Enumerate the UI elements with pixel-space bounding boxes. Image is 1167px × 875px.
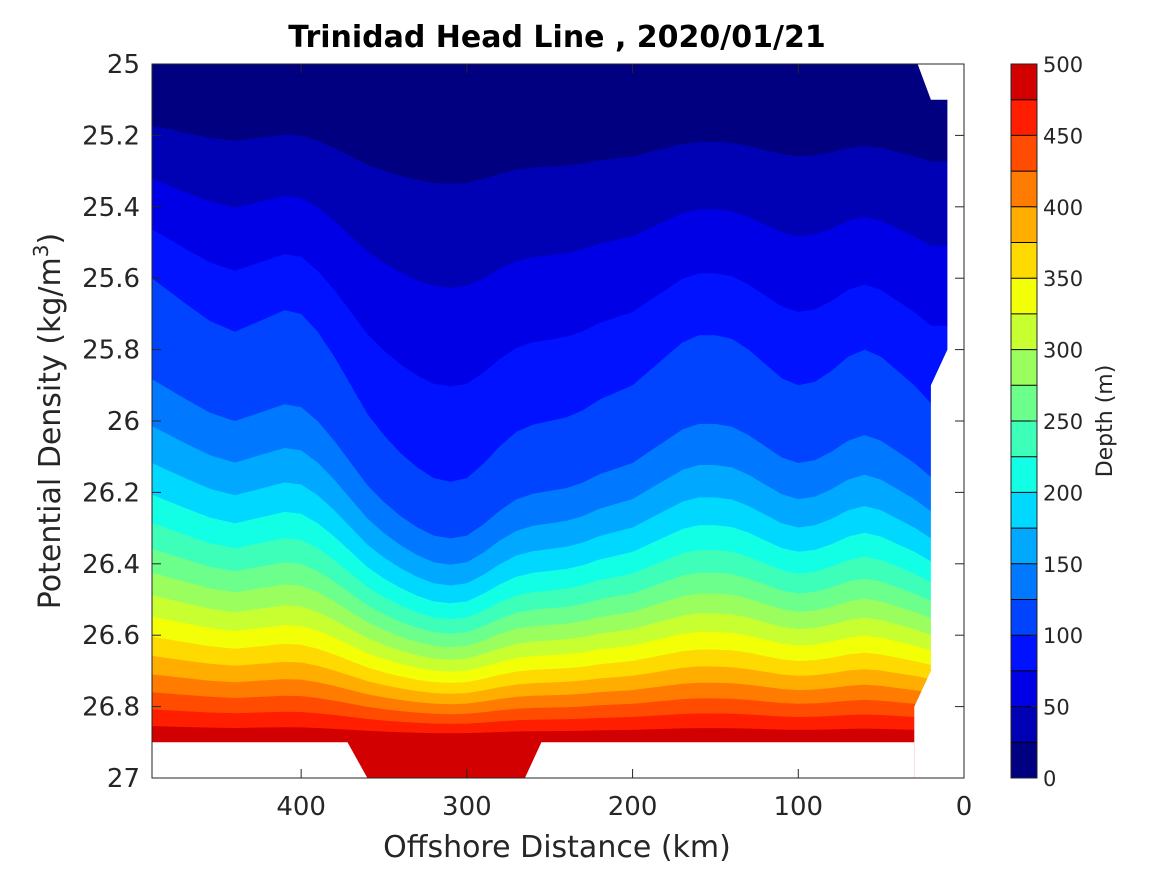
y-tick-label: 26.2 (82, 478, 140, 508)
x-tick-label: 300 (442, 792, 492, 822)
y-tick-label: 25.8 (82, 336, 140, 366)
colorbar-tick-label: 300 (1043, 339, 1083, 363)
y-tick-label: 25 (107, 50, 140, 80)
chart-title: Trinidad Head Line , 2020/01/21 (288, 20, 825, 55)
x-tick-label: 200 (608, 792, 658, 822)
colorbar-swatch (1011, 456, 1037, 493)
y-tick-label: 25.6 (82, 264, 140, 294)
colorbar-swatch (1011, 670, 1037, 708)
colorbar-swatch (1011, 706, 1037, 743)
colorbar-swatch (1011, 99, 1037, 136)
colorbar-tick-label: 250 (1043, 410, 1083, 434)
colorbar-tick-label: 400 (1043, 196, 1083, 220)
svg-text:Potential Density (kg/m3): Potential Density (kg/m3) (29, 233, 68, 609)
y-tick-label: 26.6 (82, 621, 140, 651)
colorbar-swatch (1011, 135, 1037, 172)
contour-fill-group (152, 64, 964, 778)
y-tick-label: 25.4 (82, 193, 140, 223)
no-data-mask (524, 742, 915, 778)
colorbar-tick-label: 150 (1043, 553, 1083, 577)
colorbar-tick-label: 200 (1043, 481, 1083, 505)
colorbar-swatch (1011, 206, 1037, 243)
x-axis: 400 300 200 100 0 (276, 64, 972, 822)
y-axis-label-superscript: 3 (29, 244, 53, 257)
colorbar-swatch (1011, 278, 1037, 315)
y-tick-label: 25.2 (82, 121, 140, 151)
colorbar-tick-label: 500 (1043, 53, 1083, 77)
colorbar-swatch (1011, 742, 1037, 779)
x-tick-label: 0 (956, 792, 973, 822)
colorbar-swatch (1011, 421, 1037, 458)
colorbar-tick-label: 100 (1043, 624, 1083, 648)
no-data-mask (152, 742, 368, 778)
y-axis: 25 25.2 25.4 25.6 25.8 26 26.2 26.4 26.6 26.8 27 (82, 50, 964, 794)
colorbar-swatch (1011, 171, 1037, 208)
y-axis-label-close: ) (33, 233, 68, 245)
colorbar-swatch (1011, 528, 1037, 565)
no-data-mask (914, 64, 964, 778)
x-tick-label: 100 (773, 792, 823, 822)
y-axis-label-group: Potential Density (kg/m3) (29, 233, 68, 609)
colorbar-tick-label: 450 (1043, 124, 1083, 148)
colorbar-tick-label: 50 (1043, 696, 1070, 720)
x-axis-label: Offshore Distance (km) (383, 830, 731, 865)
colorbar-swatch (1011, 385, 1037, 422)
no-data-masks (152, 64, 964, 778)
colorbar-swatch (1011, 563, 1037, 600)
colorbar-label: Depth (m) (1093, 365, 1118, 478)
colorbar-tick-label: 350 (1043, 267, 1083, 291)
y-tick-label: 26.8 (82, 693, 140, 723)
y-tick-label: 27 (107, 764, 140, 794)
contour-band (152, 64, 964, 184)
colorbar-swatch (1011, 492, 1037, 529)
colorbar-swatch (1011, 242, 1037, 279)
colorbar-tick-label: 0 (1043, 767, 1056, 791)
x-tick-label: 400 (276, 792, 326, 822)
colorbar-swatch (1011, 635, 1037, 672)
colorbar-swatch (1011, 599, 1037, 636)
y-axis-label: Potential Density (kg/m (33, 257, 68, 609)
colorbar: 0 50 100 150 200 250 300 350 400 450 500 (1010, 53, 1083, 791)
y-tick-label: 26.4 (82, 550, 140, 580)
colorbar-swatch (1011, 349, 1037, 386)
colorbar-swatch (1011, 313, 1037, 351)
colorbar-swatch (1011, 64, 1037, 101)
y-tick-label: 26 (107, 407, 140, 437)
